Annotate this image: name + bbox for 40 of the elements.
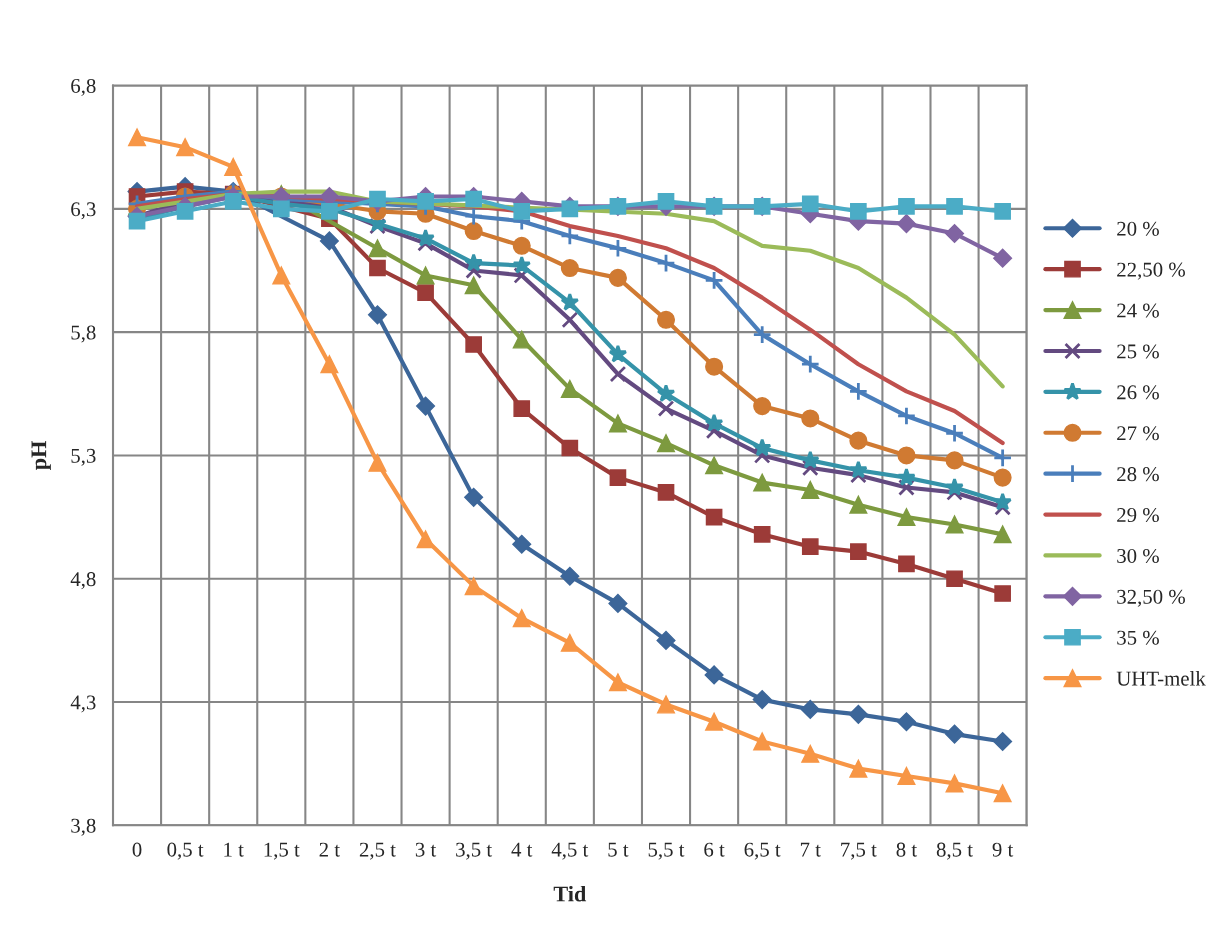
legend-label: UHT-melk	[1116, 670, 1206, 686]
x-tick-label: 6,5 t	[744, 842, 781, 860]
legend-label: 28 %	[1117, 467, 1159, 482]
x-tick-label: 0,5 t	[167, 842, 204, 860]
x-tick-label: 2 t	[319, 842, 340, 857]
x-tick-label: 1 t	[224, 842, 244, 857]
legend-label: 24 %	[1117, 303, 1159, 318]
y-tick-label: 5,8	[71, 325, 96, 343]
x-tick-label: 4,5 t	[551, 842, 589, 860]
x-tick-label: 0	[132, 842, 142, 857]
legend-label: 26 %	[1117, 385, 1159, 400]
x-tick-label: 8,5 t	[936, 842, 973, 860]
legend-label: 25 %	[1117, 344, 1159, 359]
y-tick-label: 4,8	[70, 572, 96, 590]
legend-label: 29 %	[1117, 507, 1159, 523]
x-tick-label: 1,5 t	[264, 842, 300, 860]
legend-label: 32,50 %	[1117, 589, 1185, 607]
legend-label: 20 %	[1117, 221, 1159, 236]
x-tick-label: 5 t	[608, 842, 629, 857]
x-axis-title: Tid	[553, 885, 587, 902]
y-axis-title: pH	[31, 440, 51, 470]
x-tick-label: 3,5 t	[456, 842, 493, 860]
x-tick-label: 6 t	[704, 842, 725, 857]
x-tick-label: 4 t	[511, 842, 533, 857]
y-tick-label: 6,8	[71, 78, 96, 96]
x-tick-label: 7 t	[800, 842, 821, 857]
x-tick-label: 7,5 t	[841, 842, 877, 860]
x-tick-label: 9 t	[992, 842, 1014, 857]
x-tick-label: 8 t	[896, 842, 918, 857]
x-tick-label: 5,5 t	[648, 842, 685, 860]
x-tick-label: 2,5 t	[359, 842, 396, 860]
legend-label: 27 %	[1117, 426, 1159, 441]
legend-label: 35 %	[1117, 630, 1159, 645]
y-tick-label: 4,3	[70, 695, 96, 713]
x-tick-label: 3 t	[415, 842, 437, 857]
y-tick-label: 3,8	[71, 818, 96, 836]
y-tick-label: 6,3	[71, 202, 96, 220]
legend-label: 30 %	[1117, 548, 1159, 564]
legend-label: 22,50 %	[1117, 262, 1185, 280]
y-tick-label: 5,3	[71, 448, 96, 466]
